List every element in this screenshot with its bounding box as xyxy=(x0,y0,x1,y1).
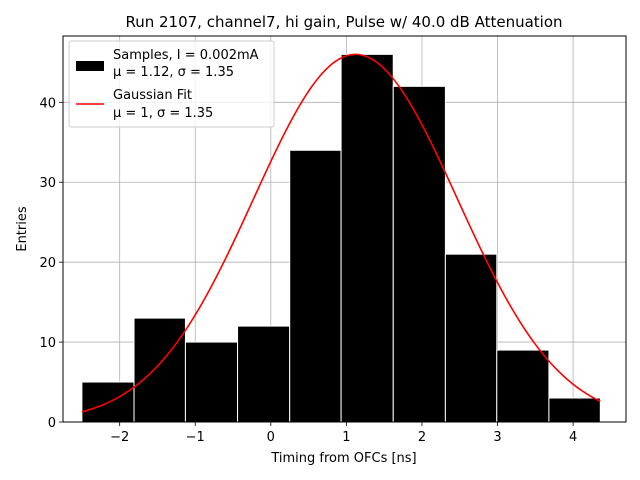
x-tick-label: −2 xyxy=(110,430,129,445)
y-axis-label: Entries xyxy=(15,206,30,252)
x-tick-label: −1 xyxy=(186,430,205,445)
histogram-bar xyxy=(184,341,239,423)
histogram-bar xyxy=(548,397,601,423)
histogram-bar xyxy=(444,253,498,423)
legend-fit-stats: μ = 1, σ = 1.35 xyxy=(113,106,213,121)
legend-box xyxy=(68,40,275,128)
legend-histogram-label: Samples, I = 0.002mA xyxy=(113,48,259,63)
x-tick-label: 0 xyxy=(267,430,275,445)
x-axis-ticks: −2 −1 0 1 2 3 4 xyxy=(110,422,577,445)
fit-curve-group xyxy=(81,53,601,413)
x-tick-label: 4 xyxy=(569,430,577,445)
histogram-bar xyxy=(392,85,446,423)
legend-fit-label: Gaussian Fit xyxy=(113,88,192,103)
histogram-bar xyxy=(496,349,550,423)
y-tick-label: 20 xyxy=(39,256,56,271)
histogram-bar xyxy=(237,325,291,423)
histogram-bar xyxy=(133,317,186,423)
x-tick-label: 2 xyxy=(418,430,426,445)
histogram-bar xyxy=(340,53,394,423)
legend-histogram-stats: μ = 1.12, σ = 1.35 xyxy=(113,65,234,80)
y-tick-label: 10 xyxy=(39,336,56,351)
gaussian-fit-curve xyxy=(81,53,601,413)
legend-histogram-swatch xyxy=(76,61,104,71)
y-tick-label: 0 xyxy=(48,416,56,431)
y-tick-label: 30 xyxy=(39,176,56,191)
histogram-bar xyxy=(289,149,342,423)
histogram-bars xyxy=(81,53,601,423)
chart-title: Run 2107, channel7, hi gain, Pulse w/ 40… xyxy=(125,13,562,31)
x-tick-label: 1 xyxy=(342,430,350,445)
plot-frame xyxy=(62,35,627,423)
y-axis-ticks: 0 10 20 30 40 xyxy=(39,96,63,431)
x-tick-label: 3 xyxy=(493,430,501,445)
x-axis-label: Timing from OFCs [ns] xyxy=(270,451,416,466)
legend: Samples, I = 0.002mA μ = 1.12, σ = 1.35 … xyxy=(68,40,275,128)
y-tick-label: 40 xyxy=(39,96,56,111)
